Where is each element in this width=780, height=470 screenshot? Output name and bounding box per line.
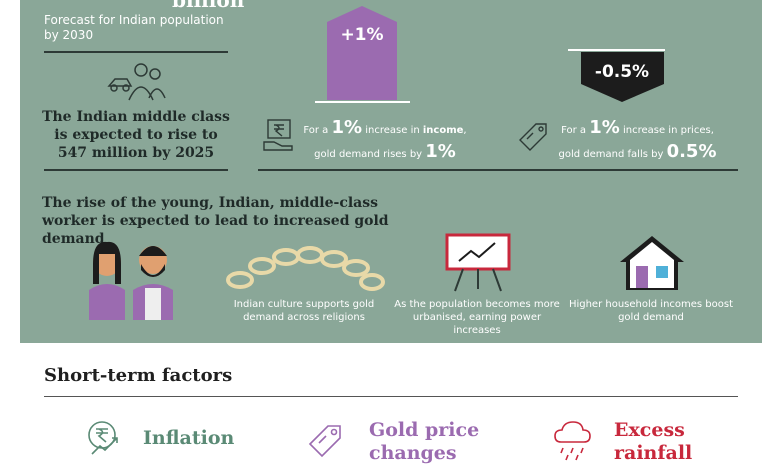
chain	[226, 246, 385, 291]
unit: billion	[172, 0, 245, 12]
line: gold demand falls by 0.5%	[555, 141, 720, 165]
factor: Gold price changes	[369, 419, 480, 464]
section-heading: Short-term factors	[44, 365, 233, 386]
text: income	[422, 125, 464, 136]
inflation-icon	[88, 421, 118, 455]
middle-class-text: The Indian middle class is expected to r…	[42, 109, 230, 161]
rule	[258, 169, 738, 171]
people-illustration	[89, 241, 173, 320]
number: 1%	[331, 117, 363, 138]
rule	[44, 396, 738, 397]
badge-label: -0.5%	[595, 62, 649, 82]
text: gold demand falls by	[558, 149, 667, 160]
caption: Higher household incomes boost gold dema…	[568, 299, 734, 323]
rupee-icon	[263, 119, 293, 151]
caption: Forecast for Indian population by 2030	[44, 13, 224, 42]
number: 0.5%	[666, 141, 717, 162]
young-heading: The rise of the young, Indian, middle-cl…	[42, 195, 389, 247]
badge-label: +1%	[340, 25, 383, 45]
rule	[44, 169, 228, 171]
tag-icon	[308, 425, 341, 458]
prices-text: For a 1% increase in prices, gold demand…	[555, 117, 720, 165]
caption: Indian culture supports gold demand acro…	[233, 299, 375, 323]
rain-icon	[554, 421, 591, 461]
line: For a 1% increase in income,	[300, 117, 470, 141]
text: increase in prices,	[619, 125, 714, 136]
number: 1%	[425, 141, 456, 162]
line: gold demand rises by 1%	[300, 141, 470, 165]
text: ,	[463, 125, 467, 136]
house	[620, 236, 684, 290]
text: gold demand rises by	[314, 149, 426, 160]
rule	[44, 51, 228, 53]
tag-icon	[519, 123, 547, 151]
prices-badge: -0.5%	[568, 49, 665, 102]
income-text: For a 1% increase in income, gold demand…	[300, 117, 470, 165]
line: For a 1% increase in prices,	[555, 117, 720, 141]
factor: Excess rainfall	[614, 419, 693, 464]
text: For a	[561, 125, 590, 136]
factor: Inflation	[143, 427, 235, 449]
income-badge: +1%	[315, 6, 410, 103]
number: 1%	[589, 117, 620, 138]
chart-board	[445, 233, 511, 292]
caption: As the population becomes more urbanised…	[394, 299, 560, 336]
people-icon	[107, 63, 166, 101]
text: For a	[303, 125, 332, 136]
text: increase in	[362, 125, 423, 136]
